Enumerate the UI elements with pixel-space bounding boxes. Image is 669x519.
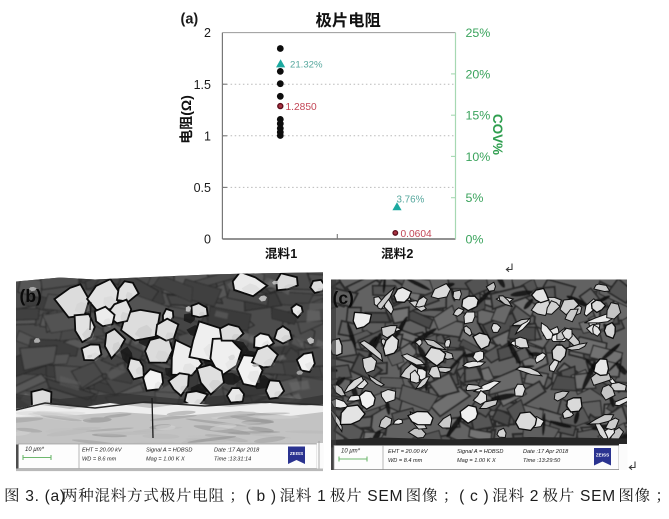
svg-text:( b ): ( b ) bbox=[246, 488, 282, 505]
svg-text:1.5: 1.5 bbox=[194, 78, 211, 92]
svg-text:WD = 8.6 mm: WD = 8.6 mm bbox=[82, 457, 117, 463]
svg-text:0.5: 0.5 bbox=[194, 181, 211, 195]
svg-text:10 μm*: 10 μm* bbox=[25, 447, 45, 453]
svg-text:(c): (c) bbox=[333, 288, 354, 308]
svg-text:(a): (a) bbox=[181, 12, 199, 28]
svg-text:1: 1 bbox=[204, 129, 211, 143]
svg-text:Signal A = HDBSD: Signal A = HDBSD bbox=[457, 449, 503, 455]
svg-text:SEM: SEM bbox=[362, 488, 408, 505]
svg-text:2: 2 bbox=[525, 488, 544, 505]
svg-text:10 μm*: 10 μm* bbox=[341, 449, 361, 455]
svg-text:( c ): ( c ) bbox=[459, 488, 494, 505]
svg-text:Signal A = HDBSD: Signal A = HDBSD bbox=[146, 448, 192, 454]
svg-text:Time :13:29:50: Time :13:29:50 bbox=[523, 458, 561, 464]
svg-text:5%: 5% bbox=[466, 191, 484, 205]
svg-text:Date :17 Apr 2018: Date :17 Apr 2018 bbox=[523, 449, 569, 455]
svg-text:(Ω): (Ω) bbox=[178, 95, 194, 116]
svg-text:COV%: COV% bbox=[490, 114, 505, 155]
svg-text:21.32%: 21.32% bbox=[290, 60, 323, 71]
svg-text:0.0604: 0.0604 bbox=[401, 229, 432, 240]
svg-text:EHT = 20.00 kV: EHT = 20.00 kV bbox=[82, 448, 123, 454]
svg-text:Time :13:31:14: Time :13:31:14 bbox=[214, 457, 251, 463]
svg-text:(b): (b) bbox=[20, 286, 42, 306]
svg-text:20%: 20% bbox=[466, 67, 491, 81]
svg-text:1.2850: 1.2850 bbox=[286, 102, 317, 113]
svg-text:3. (a): 3. (a) bbox=[20, 488, 66, 505]
svg-text:ZEISS: ZEISS bbox=[596, 453, 609, 458]
svg-text:2: 2 bbox=[204, 26, 211, 40]
svg-text:ZEISS: ZEISS bbox=[290, 451, 303, 456]
svg-text:1: 1 bbox=[312, 488, 331, 505]
svg-text:15%: 15% bbox=[466, 109, 491, 123]
svg-text:10%: 10% bbox=[466, 150, 491, 164]
svg-text:EHT = 20.00 kV: EHT = 20.00 kV bbox=[388, 449, 429, 455]
svg-text:0: 0 bbox=[204, 233, 211, 247]
svg-text:Mag = 1.00 K X: Mag = 1.00 K X bbox=[457, 458, 496, 464]
svg-text:Mag = 1.00 K X: Mag = 1.00 K X bbox=[146, 457, 185, 463]
svg-text:WD = 8.4 mm: WD = 8.4 mm bbox=[388, 458, 423, 464]
svg-text:Date :17 Apr 2018: Date :17 Apr 2018 bbox=[214, 448, 260, 454]
svg-text:1: 1 bbox=[290, 247, 297, 261]
svg-text:SEM: SEM bbox=[575, 488, 621, 505]
svg-text:3.76%: 3.76% bbox=[397, 195, 425, 206]
svg-text:2: 2 bbox=[406, 247, 413, 261]
svg-text:0%: 0% bbox=[466, 232, 484, 246]
svg-text:25%: 25% bbox=[466, 26, 491, 40]
